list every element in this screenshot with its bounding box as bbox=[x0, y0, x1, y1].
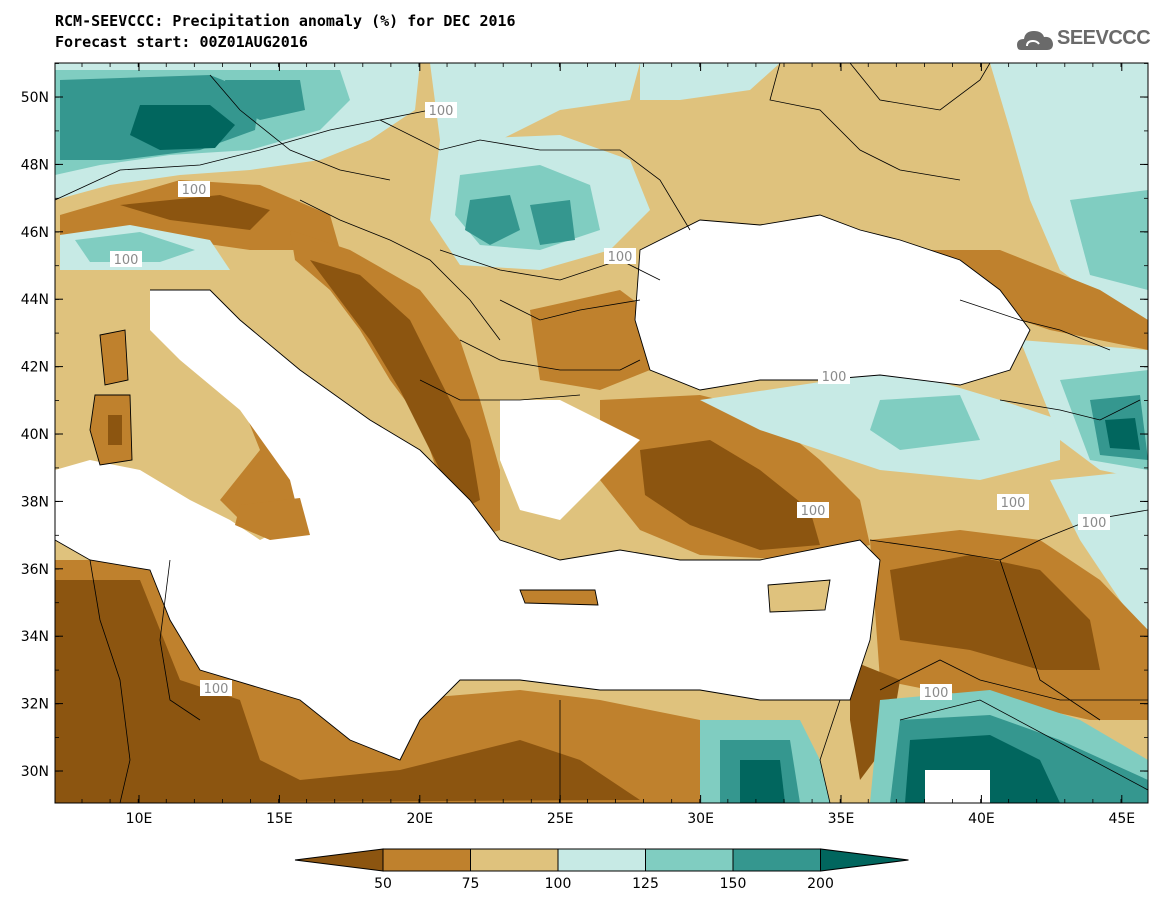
colorbar-segment bbox=[294, 848, 384, 872]
colorbar-segment bbox=[382, 848, 471, 872]
contour-label: 100 bbox=[924, 686, 949, 701]
lat-tick-label: 50N bbox=[21, 90, 49, 106]
lon-tick-label: 35E bbox=[828, 811, 855, 827]
colorbar-label: 150 bbox=[720, 876, 747, 892]
colorbar-label: 50 bbox=[374, 876, 392, 892]
contour-label: 100 bbox=[608, 250, 633, 265]
map-frame bbox=[54, 62, 1149, 804]
lat-tick-label: 48N bbox=[21, 157, 49, 173]
contour-label: 100 bbox=[204, 682, 229, 697]
contour-label: 100 bbox=[182, 183, 207, 198]
colorbar-segment bbox=[645, 848, 734, 872]
lon-tick-label: 40E bbox=[968, 811, 995, 827]
lat-tick-label: 40N bbox=[21, 427, 49, 443]
lat-tick-label: 42N bbox=[21, 360, 49, 376]
colorbar-label: 75 bbox=[462, 876, 480, 892]
lat-tick-label: 34N bbox=[21, 629, 49, 645]
lat-tick-label: 44N bbox=[21, 292, 49, 308]
lon-tick-label: 10E bbox=[126, 811, 153, 827]
colorbar-segment bbox=[470, 848, 559, 872]
contour-label: 100 bbox=[822, 370, 847, 385]
contour-label: 100 bbox=[114, 253, 139, 268]
contour-label: 100 bbox=[1001, 496, 1026, 511]
map-title: RCM-SEEVCCC: Precipitation anomaly (%) f… bbox=[55, 12, 516, 30]
colorbar: 50 75 100 125 150 200 bbox=[294, 848, 909, 892]
contour-labels: 100 100 100 100 100 100 100 100 100 100 bbox=[110, 102, 1110, 701]
latitude-axis: 50N 48N 46N 44N 42N 40N 38N 36N 34N 32N 30N bbox=[21, 63, 1148, 780]
lon-tick-label: 20E bbox=[406, 811, 433, 827]
contour-label: 100 bbox=[801, 504, 826, 519]
colorbar-segment bbox=[820, 848, 909, 872]
colorbar-label: 125 bbox=[632, 876, 659, 892]
lon-tick-label: 25E bbox=[547, 811, 574, 827]
contour-label: 100 bbox=[1082, 516, 1107, 531]
lon-tick-label: 45E bbox=[1108, 811, 1135, 827]
lon-tick-label: 30E bbox=[687, 811, 714, 827]
lat-tick-label: 46N bbox=[21, 225, 49, 241]
contour-label: 100 bbox=[429, 104, 454, 119]
forecast-start-label: Forecast start: 00Z01AUG2016 bbox=[55, 33, 308, 51]
cloud-icon bbox=[1017, 31, 1053, 50]
lon-tick-label: 15E bbox=[266, 811, 293, 827]
colorbar-segment bbox=[557, 848, 646, 872]
coastlines bbox=[55, 214, 1031, 761]
lat-tick-label: 32N bbox=[21, 697, 49, 713]
lat-tick-label: 38N bbox=[21, 494, 49, 510]
longitude-axis: 10E 15E 20E 25E 30E 35E 40E 45E bbox=[81, 63, 1135, 827]
map-fields: 100 100 100 100 100 100 100 100 100 100 bbox=[55, 63, 1148, 803]
colorbar-label: 200 bbox=[807, 876, 834, 892]
lat-tick-label: 30N bbox=[21, 764, 49, 780]
boundaries bbox=[55, 63, 1148, 803]
colorbar-segment bbox=[732, 848, 821, 872]
logo-text: SEEVCCC bbox=[1057, 27, 1151, 49]
colorbar-label: 100 bbox=[545, 876, 572, 892]
lat-tick-label: 36N bbox=[21, 562, 49, 578]
